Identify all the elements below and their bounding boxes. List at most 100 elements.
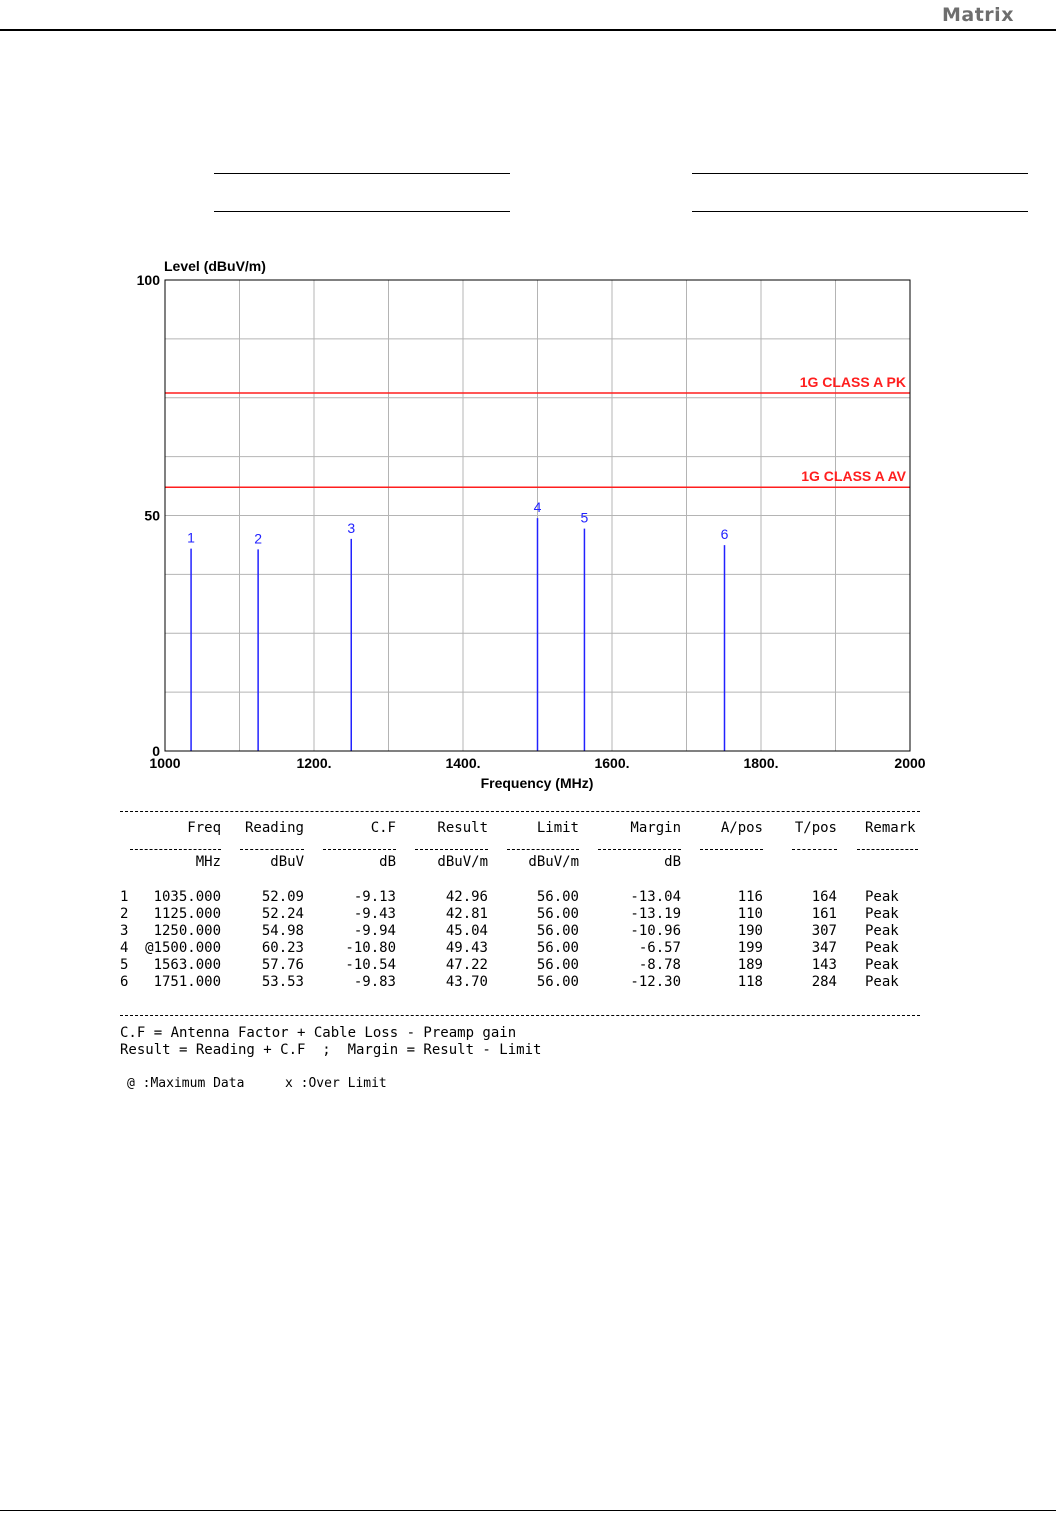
table-cell: -9.94 <box>353 923 396 939</box>
header-underline <box>598 849 681 850</box>
y-tick-label: 50 <box>144 508 160 524</box>
x-tick-label: 1000 <box>149 755 180 771</box>
header-underline <box>415 849 488 850</box>
table-cell: 56.00 <box>536 923 579 939</box>
table-row-number: 5 <box>120 957 129 973</box>
header-underline <box>130 849 221 850</box>
x-tick-label: 1200. <box>296 755 331 771</box>
table-header-cell: C.F <box>370 820 396 836</box>
chart-markers: 1 2 3 4 5 6 <box>187 499 729 751</box>
table-cell: 43.70 <box>445 974 488 990</box>
table-cell: -6.57 <box>638 940 681 956</box>
table-cell: 56.00 <box>536 974 579 990</box>
header-underline <box>507 849 579 850</box>
header-rule <box>0 29 1056 31</box>
table-cell: 190 <box>737 923 763 939</box>
table-cell: Peak <box>865 889 899 905</box>
table-cell: Peak <box>865 974 899 990</box>
table-header-cell: A/pos <box>720 820 763 836</box>
table-cell: 284 <box>811 974 837 990</box>
logo-text: Matrix <box>942 4 1014 25</box>
table-unit-cell: dBuV/m <box>437 854 488 870</box>
table-cell: 347 <box>811 940 837 956</box>
table-cell: 53.53 <box>261 974 304 990</box>
table-cell: @1500.000 <box>145 940 221 956</box>
table-row-number: 1 <box>120 889 129 905</box>
y-tick-label: 0 <box>152 743 160 759</box>
table-header-cell: Freq <box>187 820 221 836</box>
table-unit-cell: dB <box>664 854 681 870</box>
table-cell: 1035.000 <box>145 889 221 905</box>
table-cell: 118 <box>737 974 763 990</box>
x-tick-label: 1400. <box>445 755 480 771</box>
table-row-number: 6 <box>120 974 129 990</box>
table-cell: 1250.000 <box>145 923 221 939</box>
table-cell: 56.00 <box>536 957 579 973</box>
table-header-cell: Margin <box>630 820 681 836</box>
x-tick-label: 1800. <box>743 755 778 771</box>
table-row-number: 3 <box>120 923 129 939</box>
header-underline <box>857 849 918 850</box>
x-tick-label: 2000 <box>894 755 925 771</box>
table-cell: -9.83 <box>353 974 396 990</box>
table-header-cell: T/pos <box>794 820 837 836</box>
limit-lines: 1G CLASS A PK 1G CLASS A AV <box>165 374 910 488</box>
table-cell: 1563.000 <box>145 957 221 973</box>
table-cell: 45.04 <box>445 923 488 939</box>
table-cell: 52.09 <box>261 889 304 905</box>
table-cell: 199 <box>737 940 763 956</box>
tick-labels: 1000 1200. 1400. 1600. 1800. 2000 0 50 100 <box>137 272 926 771</box>
table-cell: 57.76 <box>261 957 304 973</box>
header-underline <box>792 849 837 850</box>
table-cell: -13.04 <box>630 889 681 905</box>
marker-label: 2 <box>254 530 262 546</box>
marker-label: 4 <box>534 499 542 515</box>
table-header-cell: Result <box>437 820 488 836</box>
y-axis-label: Level (dBuV/m) <box>164 258 266 274</box>
header-underline <box>240 849 304 850</box>
matrix-logo: Matrix <box>942 4 1014 25</box>
limit-line-label: 1G CLASS A AV <box>801 468 906 484</box>
x-axis-label: Frequency (MHz) <box>481 775 594 791</box>
table-cell: 54.98 <box>261 923 304 939</box>
table-cell: -10.80 <box>345 940 396 956</box>
note-result-formula: Result = Reading + C.F ; Margin = Result… <box>120 1042 542 1058</box>
marker-label: 6 <box>721 526 729 542</box>
table-cell: -10.96 <box>630 923 681 939</box>
form-field-line-1 <box>214 173 510 174</box>
table-cell: 189 <box>737 957 763 973</box>
table-cell: 161 <box>811 906 837 922</box>
header-underline <box>700 849 763 850</box>
table-header-cell: Remark <box>865 820 916 836</box>
table-cell: 116 <box>737 889 763 905</box>
legend-maximum-data: @ :Maximum Data <box>127 1076 245 1091</box>
table-unit-cell: dBuV/m <box>528 854 579 870</box>
table-top-rule <box>120 811 920 812</box>
table-cell: 42.81 <box>445 906 488 922</box>
table-cell: Peak <box>865 923 899 939</box>
table-unit-cell: dB <box>379 854 396 870</box>
legend-over-limit: x :Over Limit <box>285 1076 387 1091</box>
note-cf-formula: C.F = Antenna Factor + Cable Loss - Prea… <box>120 1025 517 1041</box>
y-tick-label: 100 <box>137 272 161 288</box>
table-cell: 56.00 <box>536 889 579 905</box>
table-cell: 60.23 <box>261 940 304 956</box>
form-field-line-4 <box>692 211 1028 212</box>
table-cell: 143 <box>811 957 837 973</box>
table-cell: 49.43 <box>445 940 488 956</box>
x-tick-label: 1600. <box>594 755 629 771</box>
form-field-line-2 <box>692 173 1028 174</box>
limit-line-label: 1G CLASS A PK <box>800 374 906 390</box>
table-row-number: 2 <box>120 906 129 922</box>
marker-label: 1 <box>187 530 195 546</box>
table-header-cell: Limit <box>536 820 579 836</box>
table-cell: -8.78 <box>638 957 681 973</box>
table-cell: 56.00 <box>536 940 579 956</box>
table-cell: 47.22 <box>445 957 488 973</box>
table-header-cell: Reading <box>244 820 304 836</box>
table-unit-cell: MHz <box>195 854 221 870</box>
table-cell: -10.54 <box>345 957 396 973</box>
table-cell: 110 <box>737 906 763 922</box>
table-cell: -9.43 <box>353 906 396 922</box>
